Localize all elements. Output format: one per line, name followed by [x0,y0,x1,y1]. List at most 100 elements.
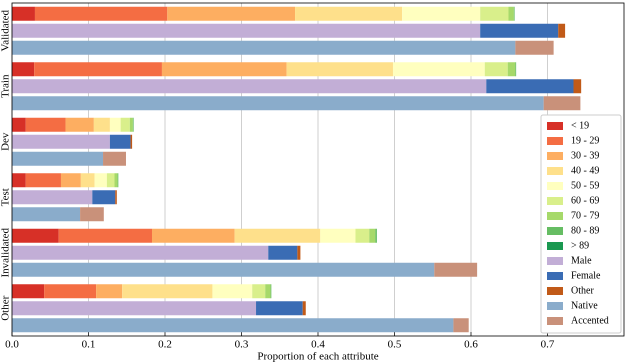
bar-segment [58,228,152,243]
legend-swatch [547,122,563,130]
bar-segment [513,6,515,21]
x-tick-label: 0.4 [311,339,325,351]
bar-segment [94,173,107,188]
bar-segment [270,284,272,299]
bar-segment [12,117,26,132]
legend-label: 70 - 79 [571,210,599,221]
legend-label: > 89 [571,240,589,251]
bar-segment [114,173,118,188]
legend-label: Other [571,285,594,296]
bar-segment [286,62,393,77]
legend-label: 60 - 69 [571,195,599,206]
bar-segment [12,207,81,222]
legend-swatch [547,302,563,310]
bar-segment [12,318,454,333]
bar-segment [25,117,66,132]
legend-label: 80 - 89 [571,225,599,236]
legend-swatch [547,212,563,220]
legend-swatch [547,182,563,190]
group-label: Validated [0,9,12,51]
legend-swatch [547,257,563,265]
bar-segment [65,117,94,132]
legend-swatch [547,197,563,205]
bar-segment [515,40,554,55]
bar-segment [252,284,266,299]
bar-segment [130,134,133,149]
group-label: Invalidated [0,228,12,278]
legend-swatch [547,272,563,280]
x-tick-label: 0.7 [541,339,555,351]
bar-segment [543,96,581,111]
legend-label: 19 - 29 [571,135,599,146]
bar-segment [12,134,110,149]
bar-segment [12,245,269,260]
bar-segment [515,62,517,77]
bar-segment [12,173,26,188]
legend-label: < 19 [571,120,589,131]
x-tick-label: 0.1 [82,339,96,351]
legend-label: Male [571,255,592,266]
bar-segment [151,228,235,243]
bar-segment [434,262,478,277]
bar-segment [369,228,376,243]
bar-segment [12,23,481,38]
legend: < 19 19 - 29 30 - 39 40 - 49 50 - 59 60 - 69 7… [540,114,622,334]
bar-segment [12,228,59,243]
bar-segment [12,62,35,77]
bar-segment [295,6,403,21]
x-tick-label: 0.0 [5,339,19,351]
legend-swatch [547,227,563,235]
bar-segment [167,6,296,21]
group-label: Test [0,188,12,206]
bar-segment [375,228,377,243]
bar-segment [12,262,435,277]
bar-segment [355,228,370,243]
bar-segment [256,301,303,316]
bar-segment [508,6,514,21]
bar-segment [302,301,306,316]
legend-swatch [547,137,563,145]
bar-segment [12,301,257,316]
legend-label: Female [571,270,601,281]
bar-segment [212,284,253,299]
bar-segment [92,190,116,205]
bar-segment [392,62,485,77]
bar-segment [129,117,133,132]
bar-segment [484,62,508,77]
x-tick-label: 0.3 [235,339,249,351]
bar-segment [234,228,321,243]
bar-segment [80,207,104,222]
bar-segment [96,284,123,299]
x-tick-label: 0.5 [388,339,402,351]
bar-segment [60,173,81,188]
bar-segment [402,6,481,21]
bar-segment [25,173,61,188]
bar-segment [558,23,566,38]
bar-segment [507,62,516,77]
bar-segment [93,117,110,132]
legend-swatch [547,152,563,160]
bar-segment [12,40,516,55]
bar-segment [106,173,115,188]
legend-label: Native [571,300,598,311]
group-label: Other [0,295,12,320]
bar-segment [120,117,130,132]
legend-label: Accented [571,315,609,326]
group-label: Dev [0,132,12,151]
x-tick-label: 0.6 [464,339,478,351]
bar-segment [480,6,509,21]
plot-frame [11,2,625,337]
bar-segment [12,96,544,111]
bar-segment [12,190,93,205]
legend-label: 30 - 39 [571,150,599,161]
bar-segment [12,284,45,299]
bar-segment [268,245,298,260]
group-label: Train [0,74,12,98]
bar-segment [80,173,95,188]
bar-segment [320,228,356,243]
x-axis-label: Proportion of each attribute [257,351,378,363]
bar-segment [453,318,469,333]
bar-segment [132,117,134,132]
bar-segment [34,62,162,77]
